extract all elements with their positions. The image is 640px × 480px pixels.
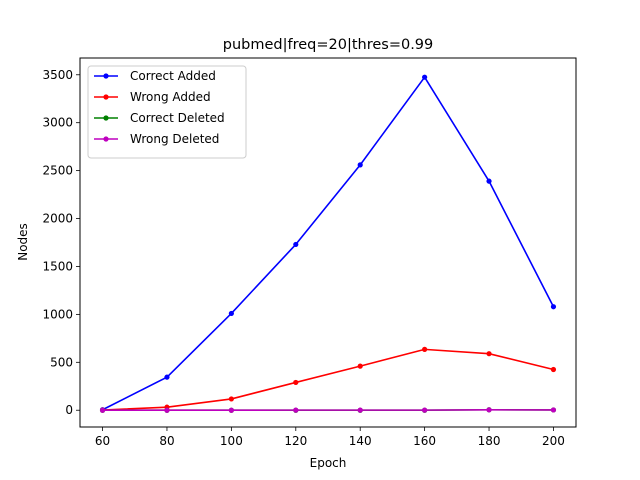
data-point-correct-added <box>486 178 492 184</box>
legend-label-correct-deleted: Correct Deleted <box>130 111 225 125</box>
x-tick-label: 80 <box>159 434 174 448</box>
legend-marker-correct-deleted <box>103 115 109 121</box>
x-tick-label: 60 <box>95 434 110 448</box>
data-point-wrong-deleted <box>99 407 106 413</box>
data-point-wrong-added <box>550 366 557 373</box>
data-point-wrong-added <box>228 396 234 402</box>
series-line-wrong-added <box>102 348 554 411</box>
data-point-wrong-deleted <box>228 407 234 413</box>
legend-label-correct-added: Correct Added <box>130 69 216 83</box>
data-point-wrong-added <box>486 351 492 357</box>
y-tick-label: 2500 <box>42 164 73 178</box>
x-tick-label: 120 <box>284 434 307 448</box>
y-tick-label: 3000 <box>42 116 73 130</box>
data-point-wrong-deleted <box>357 407 363 413</box>
data-point-correct-added <box>293 241 299 248</box>
y-tick-label: 1000 <box>42 307 73 321</box>
y-tick-label: 0 <box>65 403 73 417</box>
legend-label-wrong-added: Wrong Added <box>130 90 211 104</box>
y-tick-label: 1500 <box>42 259 73 273</box>
x-axis: 60 80 100 120 140 160 180 200 <box>95 427 565 448</box>
x-tick-label: 180 <box>478 434 501 448</box>
legend-marker-wrong-added <box>103 94 109 100</box>
y-axis: 0 500 1000 1500 2000 2500 3000 3500 <box>42 68 80 417</box>
data-point-correct-added <box>422 74 428 80</box>
x-tick-label: 200 <box>542 434 565 448</box>
x-tick-label: 140 <box>349 434 372 448</box>
chart-title: pubmed|freq=20|thres=0.99 <box>223 37 434 53</box>
y-axis-label: Nodes <box>16 223 30 261</box>
x-axis-label: Epoch <box>310 456 347 470</box>
data-point-wrong-deleted <box>550 407 557 413</box>
legend-marker-wrong-deleted <box>103 136 109 142</box>
data-point-wrong-deleted <box>293 407 299 413</box>
data-point-wrong-added <box>422 346 428 352</box>
plot-frame <box>79 57 577 428</box>
plot-area <box>99 74 557 413</box>
data-point-wrong-added <box>357 363 363 369</box>
data-point-correct-added <box>550 304 557 310</box>
x-tick-label: 100 <box>220 434 243 448</box>
legend: Correct Added Wrong Added Correct Deleted W… <box>87 65 247 159</box>
data-point-wrong-deleted <box>164 407 170 413</box>
x-tick-label: 160 <box>413 434 436 448</box>
y-tick-label: 2000 <box>42 212 73 226</box>
y-tick-label: 3500 <box>42 68 73 82</box>
data-point-correct-added <box>357 162 363 168</box>
legend-marker-correct-added <box>103 73 109 79</box>
legend-box <box>87 65 247 159</box>
data-point-wrong-added <box>293 379 299 386</box>
data-point-wrong-deleted <box>422 407 428 413</box>
legend-label-wrong-deleted: Wrong Deleted <box>130 132 219 146</box>
data-point-correct-added <box>228 310 234 317</box>
data-point-correct-added <box>164 374 170 380</box>
data-point-wrong-deleted <box>486 407 492 413</box>
series-line-correct-added <box>102 76 555 411</box>
y-tick-label: 500 <box>50 355 73 369</box>
